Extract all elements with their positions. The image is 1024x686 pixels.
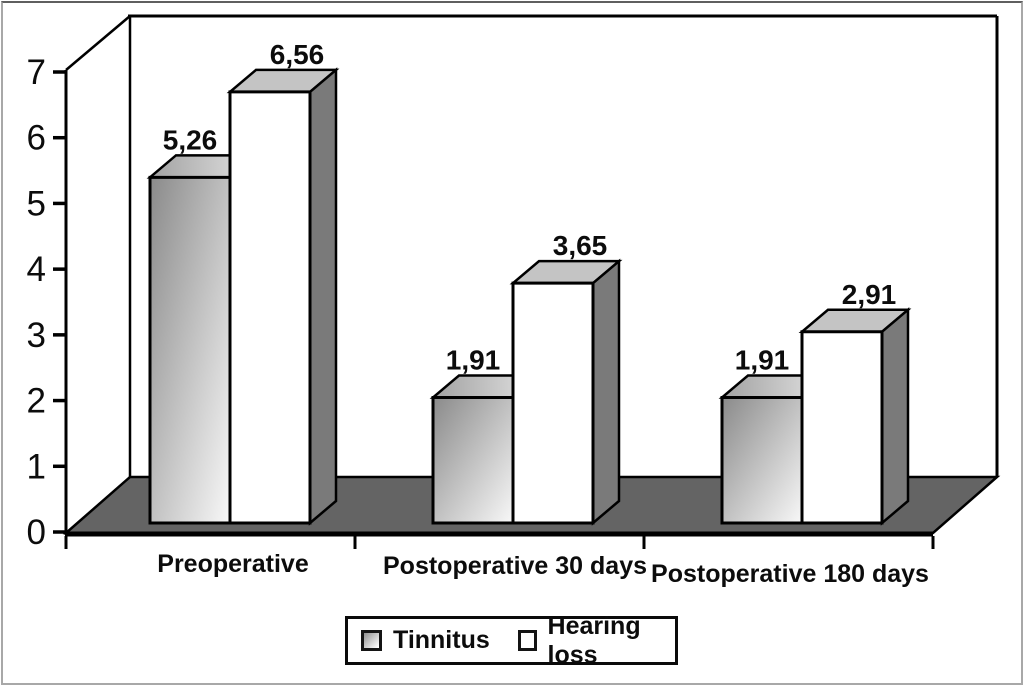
data-label-tinnitus-2: 1,91 xyxy=(735,344,790,375)
legend-label-tinnitus: Tinnitus xyxy=(393,626,490,654)
legend: Tinnitus Hearing loss xyxy=(345,612,678,669)
data-label-tinnitus-0: 5,26 xyxy=(163,124,218,155)
data-label-hearing-loss-1: 3,65 xyxy=(553,230,608,261)
y-axis-tick-label: 2 xyxy=(27,382,46,421)
bar-front-tinnitus-2 xyxy=(720,395,804,525)
data-label-tinnitus-1: 1,91 xyxy=(446,344,501,375)
bar-front-hearing-loss-2 xyxy=(800,330,884,525)
bar-front-tinnitus-0 xyxy=(148,175,232,525)
x-axis-label-postoperative-30-days: Postoperative 30 days xyxy=(382,552,648,580)
bar-side-hearing-loss-2 xyxy=(880,307,910,526)
legend-item-tinnitus: Tinnitus xyxy=(361,626,490,655)
legend-swatch-hearing-loss-icon xyxy=(517,630,537,651)
legend-label-hearing-loss: Hearing loss xyxy=(547,611,641,669)
chart-plot-area: 0 1 2 3 4 5 6 7 5,26 6,56 1,91 3,65 1,91 2,91 xyxy=(27,14,1001,552)
y-axis-tick-label: 5 xyxy=(27,184,46,223)
bar-front-hearing-loss-1 xyxy=(511,281,595,525)
bar-front-tinnitus-1 xyxy=(431,395,515,525)
legend-item-hearing-loss: Hearing loss xyxy=(517,611,675,670)
bar-side-hearing-loss-1 xyxy=(591,258,621,526)
y-axis-tick-label: 3 xyxy=(27,316,46,355)
bar-front-hearing-loss-0 xyxy=(228,90,312,525)
legend-swatch-tinnitus-icon xyxy=(361,630,382,651)
wall-top-left-diagonal xyxy=(65,15,131,71)
x-axis-label-postoperative-180-days: Postoperative 180 days xyxy=(651,560,929,588)
data-label-hearing-loss-0: 6,56 xyxy=(270,39,325,70)
data-label-hearing-loss-2: 2,91 xyxy=(842,279,897,310)
bar-side-hearing-loss-0 xyxy=(308,67,338,526)
y-axis-tick-label: 1 xyxy=(27,447,46,486)
y-axis-tick-label: 6 xyxy=(27,119,46,158)
x-axis-label-preoperative: Preoperative xyxy=(157,550,309,578)
y-axis-tick-label: 0 xyxy=(27,513,46,552)
y-axis-tick-label: 4 xyxy=(27,250,46,289)
y-axis-tick-label: 7 xyxy=(27,53,46,92)
